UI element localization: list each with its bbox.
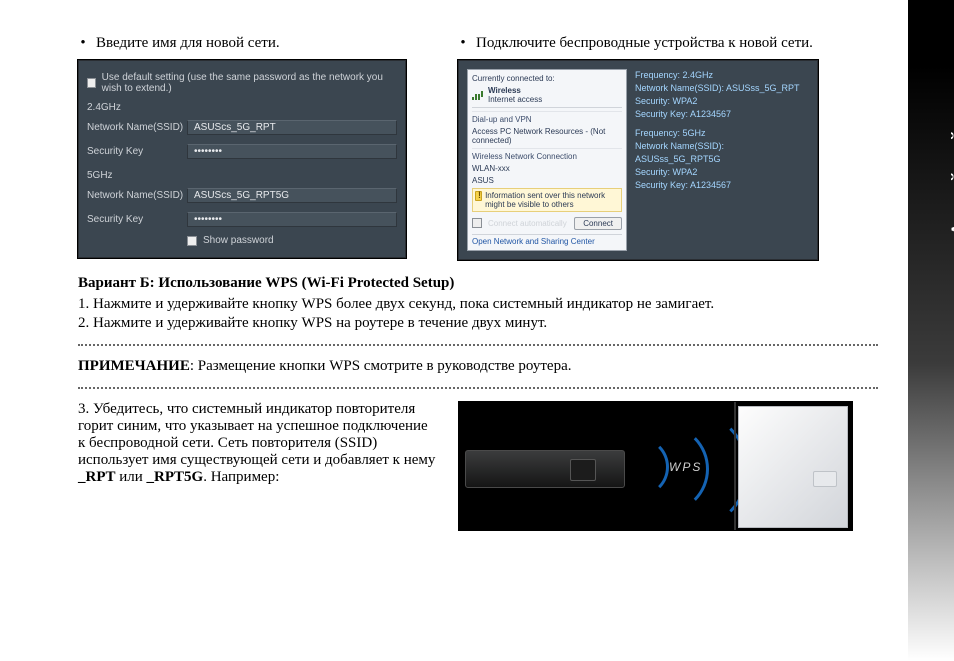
bullet-enter-name: • Введите имя для новой сети.: [78, 35, 418, 52]
router-icon: [465, 450, 625, 488]
key-input-5[interactable]: ••••••••: [187, 212, 397, 227]
use-default-checkbox[interactable]: [87, 78, 96, 88]
info24-ssid: Network Name(SSID): ASUSss_5G_RPT: [635, 82, 809, 95]
divider-line: [734, 402, 736, 530]
currently-connected-label: Currently connected to:: [472, 74, 622, 83]
step3-rpt5g: _RPT5G: [147, 469, 204, 485]
info5-sec: Security: WPA2: [635, 166, 809, 179]
use-default-label: Use default setting (use the same passwo…: [102, 72, 397, 94]
step3-or: или: [116, 469, 147, 485]
info5-freq: Frequency: 5GHz: [635, 127, 809, 140]
key-input-24[interactable]: ••••••••: [187, 144, 397, 159]
dotted-separator: [78, 387, 878, 389]
windows-network-popup: Currently connected to: Wireless Interne…: [467, 69, 627, 251]
bullet-text: Введите имя для новой сети.: [96, 35, 280, 52]
option-b-heading: Вариант Б: Использование WPS (Wi-Fi Prot…: [78, 275, 878, 292]
connect-button[interactable]: Connect: [574, 217, 622, 230]
info5-key: Security Key: A1234567: [635, 179, 809, 192]
internet-access-label: Internet access: [488, 95, 542, 104]
info24-freq: Frequency: 2.4GHz: [635, 69, 809, 82]
key-label-5: Security Key: [87, 214, 187, 225]
open-network-center-link[interactable]: Open Network and Sharing Center: [472, 234, 622, 246]
wlan-item-1[interactable]: WLAN-xxx: [472, 164, 622, 173]
step3-part1: 3. Убедитесь, что системный индикатор по…: [78, 401, 435, 468]
ssid-input-24[interactable]: ASUScs_5G_RPT: [187, 120, 397, 135]
side-gradient-tab: Английский: [908, 0, 954, 661]
step3-eg: . Например:: [203, 469, 279, 485]
note-label: ПРИМЕЧАНИЕ: [78, 358, 190, 374]
ssid-label-5: Network Name(SSID): [87, 190, 187, 201]
key-label-24: Security Key: [87, 146, 187, 157]
band-24-label: 2.4GHz: [87, 102, 187, 113]
auto-connect-checkbox[interactable]: [472, 218, 482, 228]
auto-connect-label: Connect automatically: [488, 219, 567, 228]
note-text: : Размещение кнопки WPS смотрите в руков…: [190, 358, 572, 374]
step-1-text: 1. Нажмите и удерживайте кнопку WPS боле…: [78, 296, 878, 313]
step-2-text: 2. Нажмите и удерживайте кнопку WPS на р…: [78, 315, 878, 332]
info5-ssid: Network Name(SSID): ASUSss_5G_RPT5G: [635, 140, 809, 166]
step-3-text: 3. Убедитесь, что системный индикатор по…: [78, 401, 438, 486]
security-warning: Information sent over this network might…: [472, 188, 622, 212]
bullet-connect-devices: • Подключите беспроводные устройства к н…: [458, 35, 838, 52]
wps-label: WPS: [669, 460, 702, 474]
ssid-input-5[interactable]: ASUScs_5G_RPT5G: [187, 188, 397, 203]
info24-sec: Security: WPA2: [635, 95, 809, 108]
step3-rpt: _RPT: [78, 469, 116, 485]
warning-icon: [475, 191, 482, 201]
show-password-checkbox[interactable]: [187, 236, 197, 246]
side-tab-label: Английский: [948, 130, 954, 236]
wps-illustration: WPS: [458, 401, 853, 531]
show-password-label: Show password: [203, 235, 274, 246]
ssid-label-24: Network Name(SSID): [87, 122, 187, 133]
wifi-signal-icon: [472, 90, 484, 100]
dialup-section-label: Dial-up and VPN: [472, 111, 622, 124]
wlan-item-2[interactable]: ASUS: [472, 176, 622, 185]
bullet-dot-icon: •: [458, 35, 468, 52]
settings-screenshot: Use default setting (use the same passwo…: [78, 60, 406, 258]
bullet-dot-icon: •: [78, 35, 88, 52]
info24-key: Security Key: A1234567: [635, 108, 809, 121]
repeater-device-icon: [738, 406, 848, 528]
broadband-item[interactable]: Access PC Network Resources - (Not conne…: [472, 127, 622, 145]
windows-network-screenshot: Currently connected to: Wireless Interne…: [458, 60, 818, 260]
dotted-separator: [78, 344, 878, 346]
network-info-panel: Frequency: 2.4GHz Network Name(SSID): AS…: [635, 69, 809, 251]
page-content: • Введите имя для новой сети. Use defaul…: [78, 35, 878, 531]
wireless-section-label: Wireless Network Connection: [472, 148, 622, 161]
bullet-text: Подключите беспроводные устройства к нов…: [476, 35, 813, 52]
note-line: ПРИМЕЧАНИЕ: Размещение кнопки WPS смотри…: [78, 358, 878, 375]
left-column: • Введите имя для новой сети. Use defaul…: [78, 35, 418, 260]
band-5-label: 5GHz: [87, 170, 187, 181]
right-column: • Подключите беспроводные устройства к н…: [458, 35, 838, 260]
warning-text: Information sent over this network might…: [485, 191, 619, 209]
wireless-name: Wireless: [488, 86, 521, 95]
